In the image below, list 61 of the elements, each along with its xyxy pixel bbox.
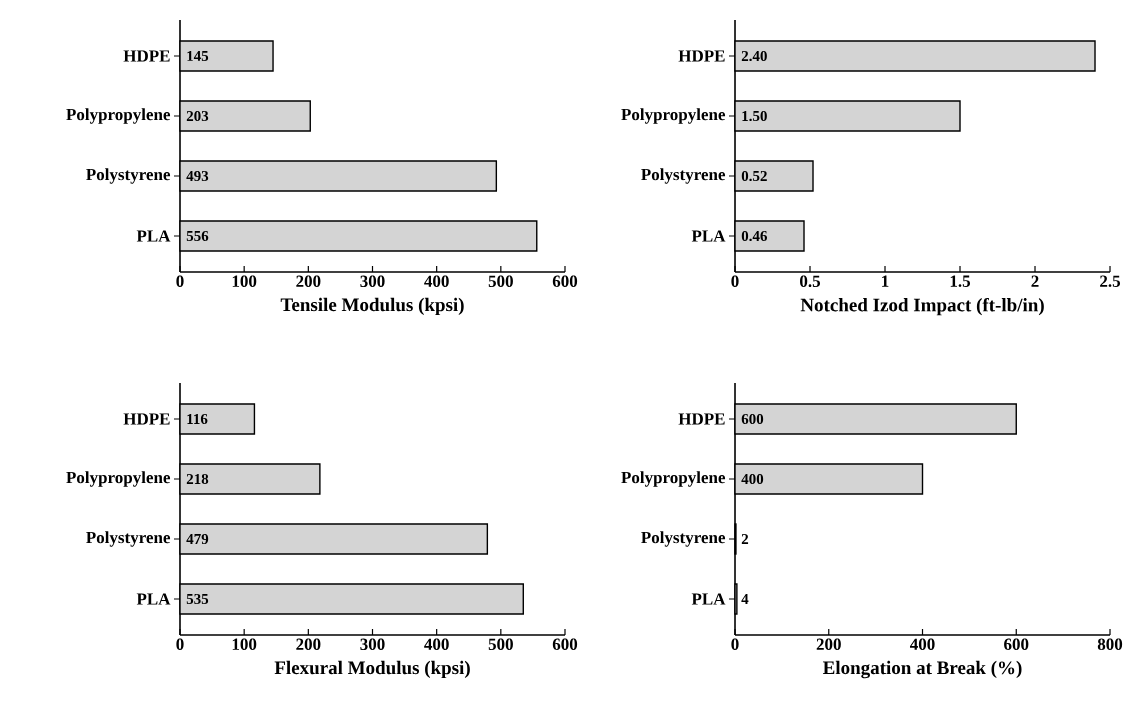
y-tick-label: HDPE	[123, 413, 170, 425]
y-tick-label: PLA	[691, 593, 726, 605]
data-label: 0.52	[741, 170, 767, 182]
data-label: 1.50	[742, 110, 767, 122]
x-tick-label: 500	[488, 638, 513, 650]
x-tick-label: 2	[1031, 275, 1039, 287]
data-label: 0.46	[741, 230, 768, 242]
x-tick-label: 200	[816, 638, 841, 650]
x-tick-label: 400	[424, 275, 449, 287]
data-label: 600	[741, 413, 764, 425]
x-tick-label: 0	[176, 638, 184, 650]
x-tick-label: 0	[731, 275, 739, 287]
y-tick-label: PLA	[136, 593, 171, 605]
x-tick-label: 200	[296, 638, 321, 650]
x-tick-label: 1	[882, 275, 889, 287]
x-tick-label: 2.5	[1100, 275, 1121, 288]
data-label: 2	[741, 534, 749, 544]
x-tick-label: 100	[232, 638, 257, 650]
y-tick-label: Polypropylene	[621, 108, 726, 124]
x-axis-title: Elongation at Break (%)	[822, 660, 1022, 679]
x-tick-label: 600	[552, 638, 578, 650]
data-label: 203	[186, 110, 209, 122]
y-tick-label: Polypropylene	[621, 471, 726, 487]
x-tick-label: 800	[1097, 638, 1123, 650]
x-axis-title: Tensile Modulus (kpsi)	[280, 297, 464, 316]
data-label: 479	[186, 533, 209, 545]
x-tick-label: 600	[552, 275, 578, 287]
x-axis-title: Flexural Modulus (kpsi)	[274, 660, 470, 679]
data-label: 4	[741, 594, 749, 604]
y-tick-label: Polypropylene	[66, 471, 171, 487]
data-label: 493	[186, 170, 209, 182]
data-label: 116	[187, 413, 208, 425]
x-tick-label: 300	[360, 275, 385, 287]
y-tick-label: Polystyrene	[86, 168, 171, 184]
y-tick-label: Polystyrene	[86, 531, 171, 547]
x-axis-title: Notched Izod Impact (ft-lb/in)	[800, 297, 1044, 316]
x-tick-label: 0	[731, 638, 739, 650]
y-tick-label: HDPE	[123, 50, 170, 62]
x-tick-label: 1.5	[950, 275, 971, 287]
x-tick-label: 100	[232, 275, 257, 287]
x-tick-label: 0	[176, 275, 184, 287]
x-tick-label: 600	[1004, 638, 1029, 650]
data-label: 218	[186, 473, 209, 485]
x-tick-label: 500	[488, 275, 513, 287]
y-tick-label: PLA	[136, 230, 171, 242]
y-tick-label: HDPE	[678, 50, 725, 62]
data-label: 400	[741, 473, 764, 485]
data-label: 535	[186, 593, 209, 605]
y-tick-label: Polypropylene	[66, 108, 171, 124]
y-tick-label: Polystyrene	[641, 531, 726, 547]
data-label: 556	[186, 230, 209, 242]
x-tick-label: 400	[909, 638, 935, 650]
y-tick-label: PLA	[691, 230, 726, 242]
x-tick-label: 300	[360, 638, 385, 650]
y-tick-label: Polystyrene	[641, 168, 726, 184]
x-tick-label: 200	[296, 275, 321, 287]
data-label: 145	[187, 50, 209, 62]
y-tick-label: HDPE	[678, 413, 725, 425]
x-tick-label: 0.5	[800, 275, 821, 288]
x-tick-label: 400	[424, 638, 449, 650]
data-label: 2.40	[741, 50, 767, 62]
